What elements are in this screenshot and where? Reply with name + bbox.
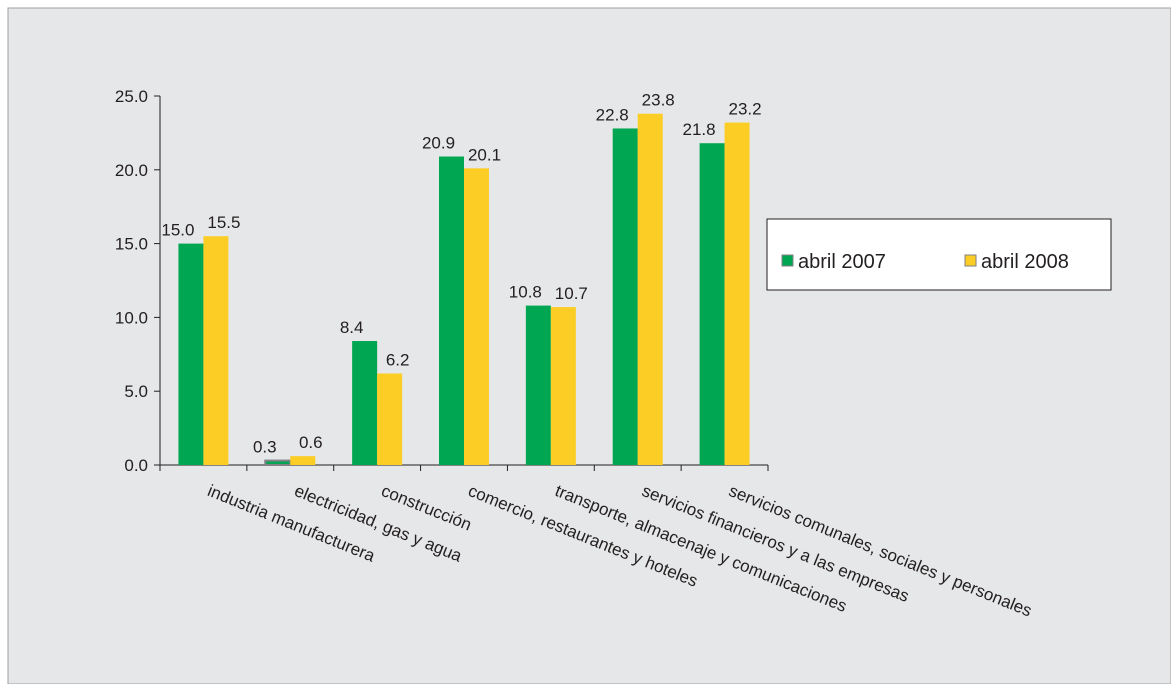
bar [352, 341, 378, 465]
legend-swatch [781, 254, 794, 267]
legend-swatch [964, 254, 977, 267]
bar [699, 143, 725, 465]
legend-label: abril 2008 [981, 251, 1069, 273]
data-label: 20.9 [422, 134, 455, 153]
data-label: 0.3 [253, 438, 277, 457]
legend-label: abril 2007 [798, 251, 886, 273]
y-tick-label: 15.0 [115, 235, 148, 254]
legend-box [766, 218, 1112, 291]
data-label: 0.6 [299, 433, 323, 452]
bar [612, 128, 638, 466]
bar [178, 243, 204, 465]
data-label: 22.8 [596, 105, 629, 124]
bar [377, 373, 403, 465]
data-label: 23.8 [642, 91, 675, 110]
y-tick-label: 10.0 [115, 308, 148, 327]
data-label: 6.2 [386, 350, 410, 369]
legend: abril 2007 abril 2008 [766, 218, 1112, 291]
data-label: 8.4 [340, 318, 364, 337]
data-label: 15.5 [207, 213, 240, 232]
data-label: 15.0 [161, 221, 194, 240]
data-label: 21.8 [683, 120, 716, 139]
bar [203, 236, 229, 465]
data-label: 20.1 [468, 145, 501, 164]
data-label: 23.2 [729, 100, 762, 119]
y-tick-label: 0.0 [124, 456, 148, 475]
bar [637, 113, 663, 465]
bar [724, 122, 750, 466]
y-tick-label: 25.0 [115, 87, 148, 106]
y-tick-label: 5.0 [124, 382, 148, 401]
bar [525, 305, 551, 465]
bar [290, 456, 316, 465]
data-label: 10.7 [555, 284, 588, 303]
bar [464, 168, 489, 465]
data-label: 10.8 [509, 283, 542, 302]
bar [550, 307, 576, 465]
bar [439, 156, 464, 466]
bar [264, 459, 292, 466]
y-tick-label: 20.0 [115, 161, 148, 180]
